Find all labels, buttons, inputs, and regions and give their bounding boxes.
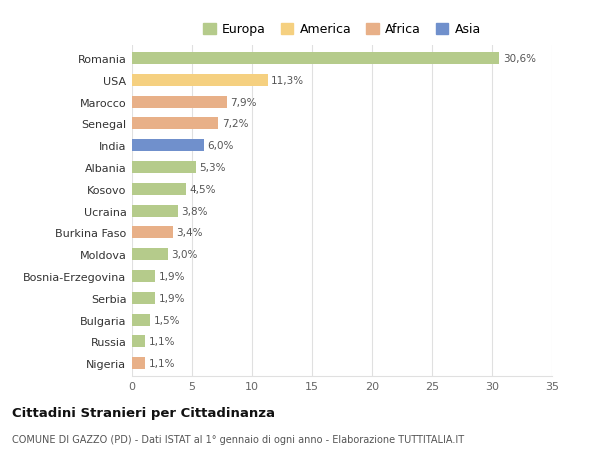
Text: Cittadini Stranieri per Cittadinanza: Cittadini Stranieri per Cittadinanza <box>12 406 275 419</box>
Bar <box>132 249 168 261</box>
Text: 1,9%: 1,9% <box>158 293 185 303</box>
Text: COMUNE DI GAZZO (PD) - Dati ISTAT al 1° gennaio di ogni anno - Elaborazione TUTT: COMUNE DI GAZZO (PD) - Dati ISTAT al 1° … <box>12 434 464 444</box>
Text: 30,6%: 30,6% <box>503 54 536 64</box>
Bar <box>132 314 150 326</box>
Text: 1,9%: 1,9% <box>158 271 185 281</box>
Legend: Europa, America, Africa, Asia: Europa, America, Africa, Asia <box>203 23 481 36</box>
Bar <box>132 336 145 347</box>
Text: 6,0%: 6,0% <box>208 141 234 151</box>
Bar <box>132 270 155 282</box>
Text: 4,5%: 4,5% <box>190 185 216 195</box>
Text: 3,0%: 3,0% <box>172 250 198 260</box>
Bar <box>132 205 178 217</box>
Bar <box>132 75 268 87</box>
Text: 7,9%: 7,9% <box>230 97 257 107</box>
Bar <box>132 53 499 65</box>
Bar <box>132 358 145 369</box>
Text: 5,3%: 5,3% <box>199 162 226 173</box>
Text: 11,3%: 11,3% <box>271 76 304 86</box>
Bar <box>132 227 173 239</box>
Text: 1,5%: 1,5% <box>154 315 180 325</box>
Bar <box>132 162 196 174</box>
Bar <box>132 96 227 108</box>
Bar <box>132 292 155 304</box>
Text: 3,4%: 3,4% <box>176 228 203 238</box>
Text: 7,2%: 7,2% <box>222 119 248 129</box>
Bar <box>132 118 218 130</box>
Text: 1,1%: 1,1% <box>149 336 175 347</box>
Bar <box>132 140 204 152</box>
Text: 1,1%: 1,1% <box>149 358 175 368</box>
Text: 3,8%: 3,8% <box>181 206 208 216</box>
Bar <box>132 184 186 196</box>
